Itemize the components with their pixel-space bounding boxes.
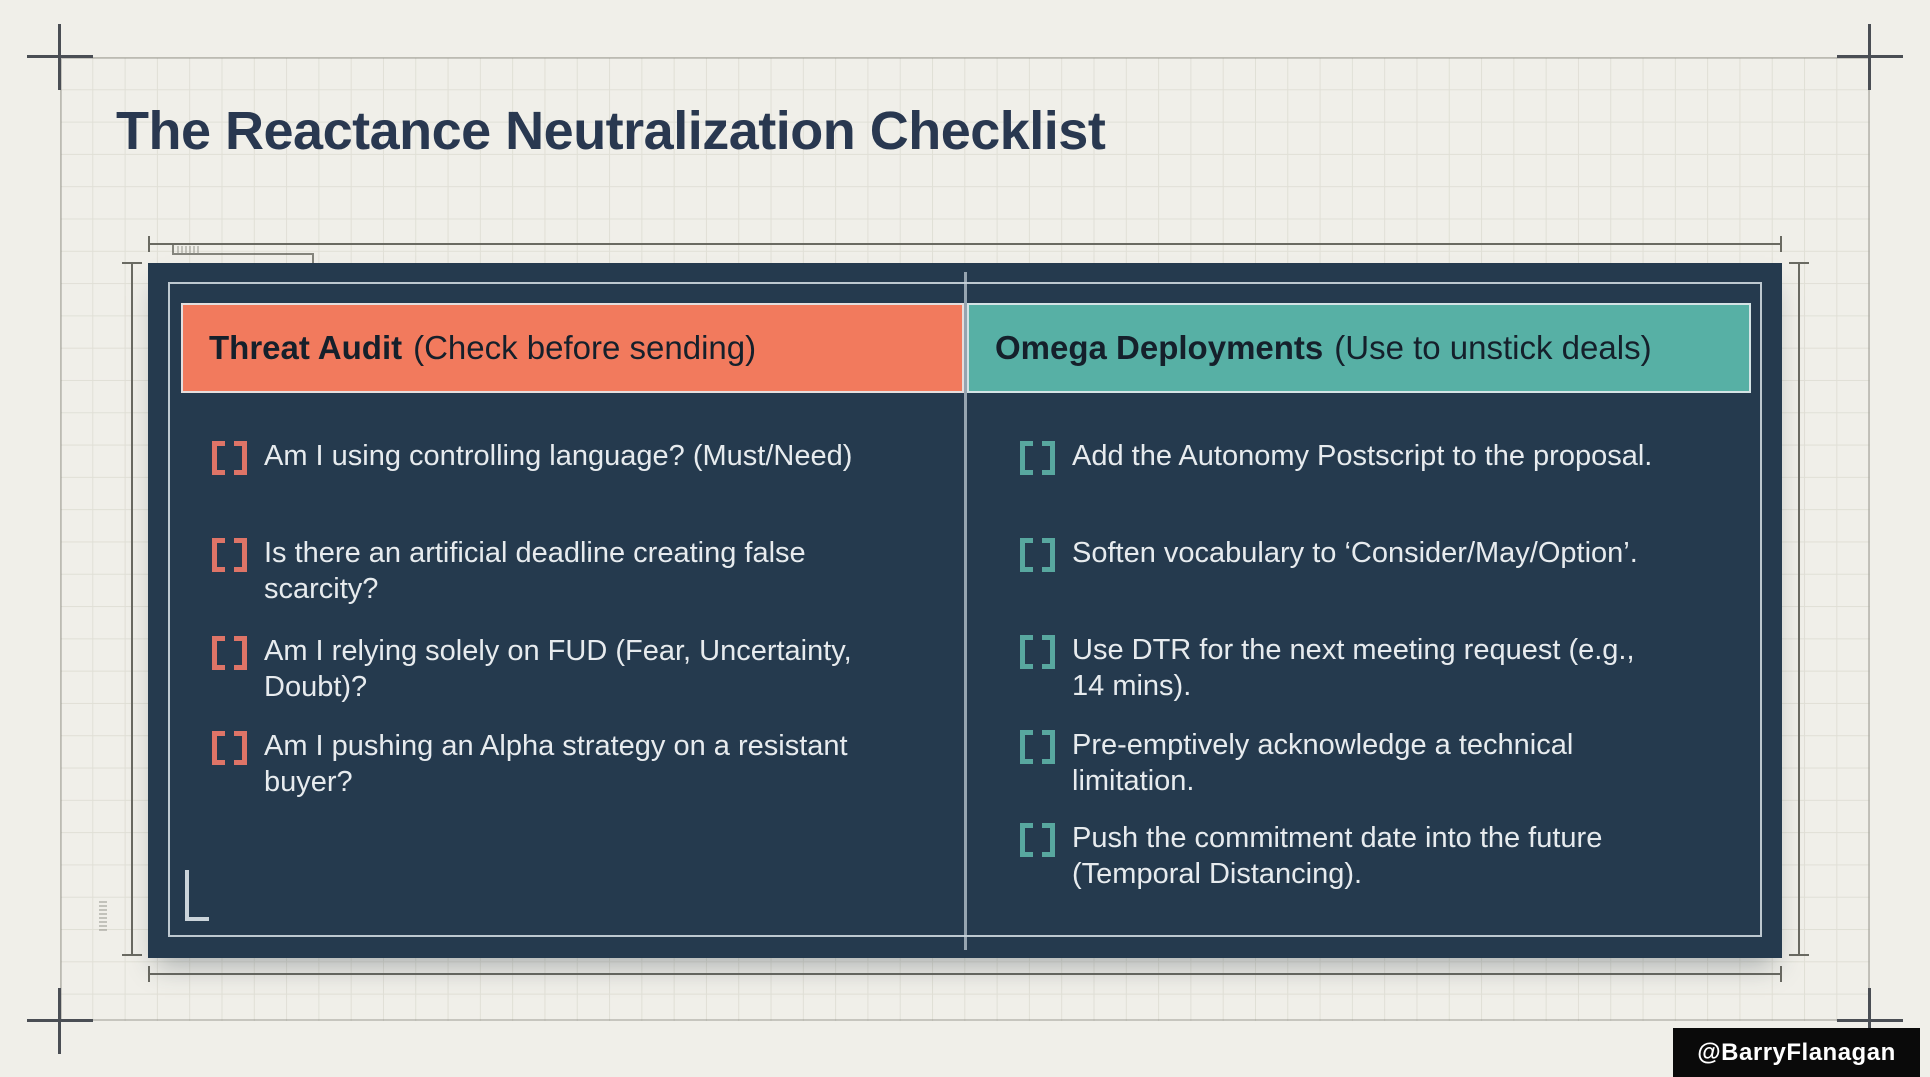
checklist-item: Is there an artificial deadline creating… xyxy=(212,535,806,607)
watermark-text: @BarryFlanagan xyxy=(1697,1038,1896,1066)
dimension-line-left xyxy=(122,262,142,956)
checkbox-icon xyxy=(1020,538,1055,572)
crosshair-mark-bottom-left xyxy=(27,988,93,1054)
checkbox-icon xyxy=(1020,730,1055,764)
dimension-label-smudge-vertical xyxy=(99,901,107,931)
dimension-line-top-short xyxy=(172,245,314,264)
checkbox-icon xyxy=(212,441,247,475)
dimension-line-right xyxy=(1789,262,1809,956)
watermark-badge: @BarryFlanagan xyxy=(1673,1028,1920,1077)
checklist-item: Soften vocabulary to ‘Consider/May/Optio… xyxy=(1020,535,1638,572)
header-subtitle: (Use to unstick deals) xyxy=(1334,329,1652,366)
header-subtitle: (Check before sending) xyxy=(413,329,757,366)
checklist-item-text: Push the commitment date into the future… xyxy=(1072,822,1603,890)
page-title: The Reactance Neutralization Checklist xyxy=(116,101,1106,161)
checklist-item-text: Am I pushing an Alpha strategy on a resi… xyxy=(264,730,848,798)
header-title: Omega Deployments xyxy=(995,329,1324,366)
dimension-line-bottom xyxy=(148,966,1782,982)
dimension-line-top xyxy=(148,236,1782,252)
checklist-item: Am I pushing an Alpha strategy on a resi… xyxy=(212,728,848,800)
checklist-item-text: Am I relying solely on FUD (Fear, Uncert… xyxy=(264,635,852,703)
threat-audit-header: Threat Audit (Check before sending) xyxy=(181,303,964,393)
crosshair-mark-top-right xyxy=(1837,24,1903,90)
checkbox-icon xyxy=(1020,823,1055,857)
frame-rectangle xyxy=(60,57,1870,1021)
checklist-item: Pre-emptively acknowledge a technical li… xyxy=(1020,727,1573,799)
crosshair-mark-bottom-right xyxy=(1837,988,1903,1054)
checklist-item-text: Is there an artificial deadline creating… xyxy=(264,537,806,605)
dimension-label-smudge xyxy=(177,246,199,254)
checkbox-icon xyxy=(212,731,247,765)
checklist-panel: Threat Audit (Check before sending) Omeg… xyxy=(148,263,1782,958)
corner-bracket-mark xyxy=(185,870,209,921)
checkbox-icon xyxy=(212,636,247,670)
checklist-item-text: Pre-emptively acknowledge a technical li… xyxy=(1072,729,1574,797)
checkbox-icon xyxy=(212,538,247,572)
checklist-item-text: Soften vocabulary to ‘Consider/May/Optio… xyxy=(1072,537,1638,569)
checkbox-icon xyxy=(1020,635,1055,669)
checklist-item: Use DTR for the next meeting request (e.… xyxy=(1020,632,1635,704)
checklist-item: Add the Autonomy Postscript to the propo… xyxy=(1020,438,1652,475)
checklist-item: Am I using controlling language? (Must/N… xyxy=(212,438,852,475)
checkbox-icon xyxy=(1020,441,1055,475)
checklist-item-text: Am I using controlling language? (Must/N… xyxy=(264,440,853,472)
omega-deployments-header: Omega Deployments (Use to unstick deals) xyxy=(967,303,1751,393)
checklist-item: Am I relying solely on FUD (Fear, Uncert… xyxy=(212,633,852,705)
column-divider xyxy=(964,272,967,950)
checklist-item: Push the commitment date into the future… xyxy=(1020,820,1602,892)
crosshair-mark-top-left xyxy=(27,24,93,90)
header-title: Threat Audit xyxy=(209,329,403,366)
checklist-item-text: Use DTR for the next meeting request (e.… xyxy=(1072,634,1635,702)
checklist-item-text: Add the Autonomy Postscript to the propo… xyxy=(1072,440,1653,472)
